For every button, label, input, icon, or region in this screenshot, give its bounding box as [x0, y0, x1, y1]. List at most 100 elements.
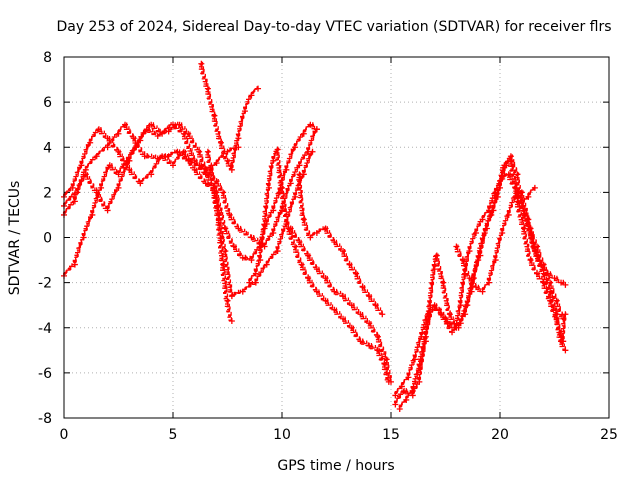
series-trace-segment	[235, 110, 246, 137]
data-point	[379, 311, 386, 318]
series-trace-segment	[205, 149, 218, 192]
x-tick-label: 20	[491, 427, 509, 443]
series-trace-segment	[422, 303, 431, 340]
series-trace-segment	[354, 271, 364, 288]
grid	[64, 57, 609, 418]
series-trace-segment	[548, 298, 557, 318]
series-track-5	[198, 60, 262, 173]
series-trace-segment	[248, 272, 257, 282]
series-trace-segment	[193, 167, 206, 183]
series-trace-segment	[198, 61, 209, 87]
y-tick-label: 6	[43, 95, 52, 111]
y-tick-label: 2	[43, 185, 52, 201]
series-trace-segment	[75, 173, 86, 191]
series-trace-segment	[560, 279, 565, 285]
series-trace-segment	[197, 149, 208, 175]
series-trace-segment	[315, 266, 325, 278]
series-trace-segment	[440, 280, 451, 315]
series-trace-segment	[81, 214, 93, 237]
y-tick-label: -4	[38, 321, 52, 337]
series-trace-segment	[443, 316, 453, 333]
series-trace-segment	[454, 244, 464, 260]
data-point	[562, 311, 569, 318]
series-trace-segment	[302, 123, 311, 133]
series-trace-segment	[218, 140, 228, 160]
series-trace-segment	[374, 303, 383, 314]
series-trace-segment	[293, 131, 304, 147]
series-trace-segment	[84, 172, 98, 192]
series-trace-segment	[547, 271, 553, 279]
series-trace-segment	[501, 173, 507, 178]
series-trace-segment	[271, 190, 280, 209]
series-trace-segment	[506, 195, 516, 214]
x-tick-label: 25	[600, 427, 618, 443]
data-point	[255, 85, 262, 92]
series-trace-segment	[289, 164, 300, 182]
series-trace-segment	[139, 171, 150, 183]
series-track-6	[204, 121, 320, 264]
series-trace-segment	[457, 271, 466, 304]
series-trace-segment	[214, 190, 226, 229]
x-tick-label: 0	[60, 427, 69, 443]
series-trace-segment	[315, 289, 325, 301]
data-point	[388, 378, 394, 385]
series-trace-segment	[144, 153, 157, 159]
series-track-7	[246, 146, 392, 385]
series-trace-segment	[250, 86, 258, 95]
series-trace-segment	[125, 145, 137, 160]
data-point	[512, 184, 519, 191]
series-trace-segment	[95, 144, 107, 156]
series-trace-segment	[205, 86, 216, 116]
series-trace-segment	[167, 121, 179, 131]
series-trace-segment	[500, 213, 509, 232]
series-trace-segment	[475, 284, 481, 292]
series-trace-segment	[361, 285, 370, 296]
data-point	[309, 148, 316, 155]
series-trace-segment	[275, 223, 288, 250]
series-trace-segment	[474, 218, 484, 232]
series-trace-segment	[467, 231, 476, 250]
series-trace-segment	[451, 326, 457, 332]
series-trace-segment	[205, 172, 215, 191]
series-track-8	[287, 225, 394, 385]
series-trace-segment	[257, 226, 266, 259]
series-trace-segment	[427, 267, 436, 304]
y-axis-label: SDTVAR / TECUs	[7, 181, 23, 296]
series-trace-segment	[117, 158, 128, 174]
series-trace-segment	[437, 307, 446, 319]
series-trace-segment	[79, 141, 90, 164]
series-trace-segment	[431, 306, 438, 312]
series-trace-segment	[265, 249, 278, 264]
series-trace-segment	[398, 398, 407, 408]
series-track-11	[396, 157, 567, 412]
series-trace-segment	[448, 312, 458, 328]
series-trace-segment	[178, 122, 188, 134]
series-trace-segment	[149, 154, 163, 174]
series-trace-segment	[263, 231, 274, 246]
series-trace-segment	[289, 226, 300, 242]
y-tick-label: 4	[43, 140, 52, 156]
data-layer	[61, 60, 569, 412]
series-trace-segment	[541, 280, 550, 300]
series-trace-segment	[211, 113, 222, 143]
series-trace-segment	[525, 217, 536, 251]
series-trace-segment	[406, 357, 415, 376]
series-trace-segment	[220, 262, 229, 300]
series-trace-segment	[341, 249, 351, 265]
series-trace-segment	[350, 325, 361, 341]
series-trace-segment	[342, 293, 351, 305]
series-trace-segment	[487, 190, 496, 209]
series-trace-segment	[299, 262, 309, 278]
series-trace-segment	[242, 254, 251, 261]
x-tick-label: 15	[382, 427, 400, 443]
series-trace-segment	[393, 389, 405, 404]
y-tick-label: -2	[38, 276, 52, 292]
series-trace-segment	[128, 167, 141, 183]
series-trace-segment	[254, 262, 268, 282]
series-trace-segment	[211, 190, 220, 220]
y-tick-label: -6	[38, 366, 52, 382]
series-trace-segment	[186, 131, 200, 151]
series-trace-segment	[161, 153, 172, 165]
series-trace-segment	[400, 376, 409, 386]
